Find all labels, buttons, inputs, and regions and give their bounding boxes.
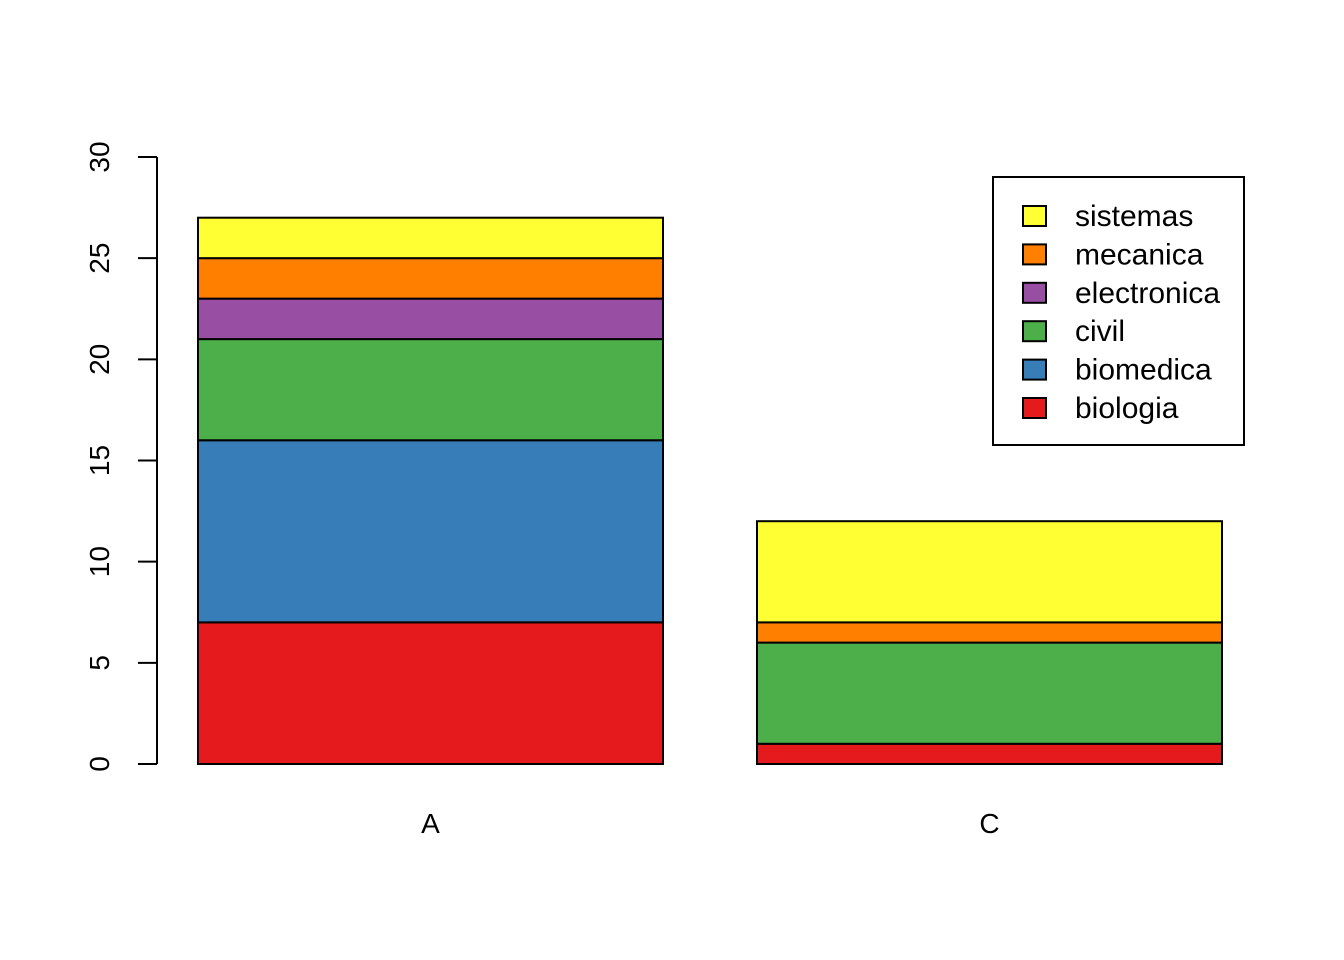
legend-swatch-electronica — [1022, 281, 1047, 304]
bar-segment-A-mecanica — [197, 257, 664, 300]
bar-segment-C-mecanica — [756, 621, 1223, 644]
legend-label-civil: civil — [1075, 315, 1125, 348]
bar-segment-A-civil — [197, 338, 664, 442]
bar-segment-A-sistemas — [197, 216, 664, 260]
y-tick-label: 25 — [84, 243, 115, 274]
bar-segment-C-sistemas — [756, 520, 1223, 624]
legend-swatch-biomedica — [1022, 358, 1047, 381]
legend-label-mecanica: mecanica — [1075, 238, 1204, 271]
x-category-label: A — [421, 808, 440, 839]
bar-segment-C-civil — [756, 641, 1223, 745]
legend-swatch-sistemas — [1022, 205, 1047, 227]
legend-swatch-mecanica — [1022, 243, 1047, 266]
legend: sistemas mecanica electronica civil biomedic… — [992, 176, 1245, 446]
bar-segment-C-biologia — [756, 742, 1223, 765]
y-tick-label: 5 — [84, 655, 115, 671]
bar-segment-A-electronica — [197, 297, 664, 341]
legend-label-biologia: biologia — [1075, 392, 1179, 425]
legend-swatch-civil — [1022, 320, 1047, 343]
legend-swatch-biologia — [1022, 397, 1047, 419]
y-tick-label: 15 — [84, 445, 115, 476]
y-axis: 0 5 10 15 20 25 30 — [84, 141, 158, 772]
y-tick-label: 30 — [84, 141, 115, 172]
y-tick-label: 10 — [84, 546, 115, 577]
legend-label-electronica: electronica — [1075, 277, 1220, 310]
bar-segment-A-biomedica — [197, 439, 664, 624]
legend-label-biomedica: biomedica — [1075, 354, 1212, 387]
y-tick-label: 0 — [84, 756, 115, 772]
y-tick-label: 20 — [84, 344, 115, 375]
x-category-label: C — [979, 808, 999, 839]
legend-label-sistemas: sistemas — [1075, 200, 1193, 233]
bar-segment-A-biologia — [197, 621, 664, 765]
bars-group — [197, 216, 1223, 765]
